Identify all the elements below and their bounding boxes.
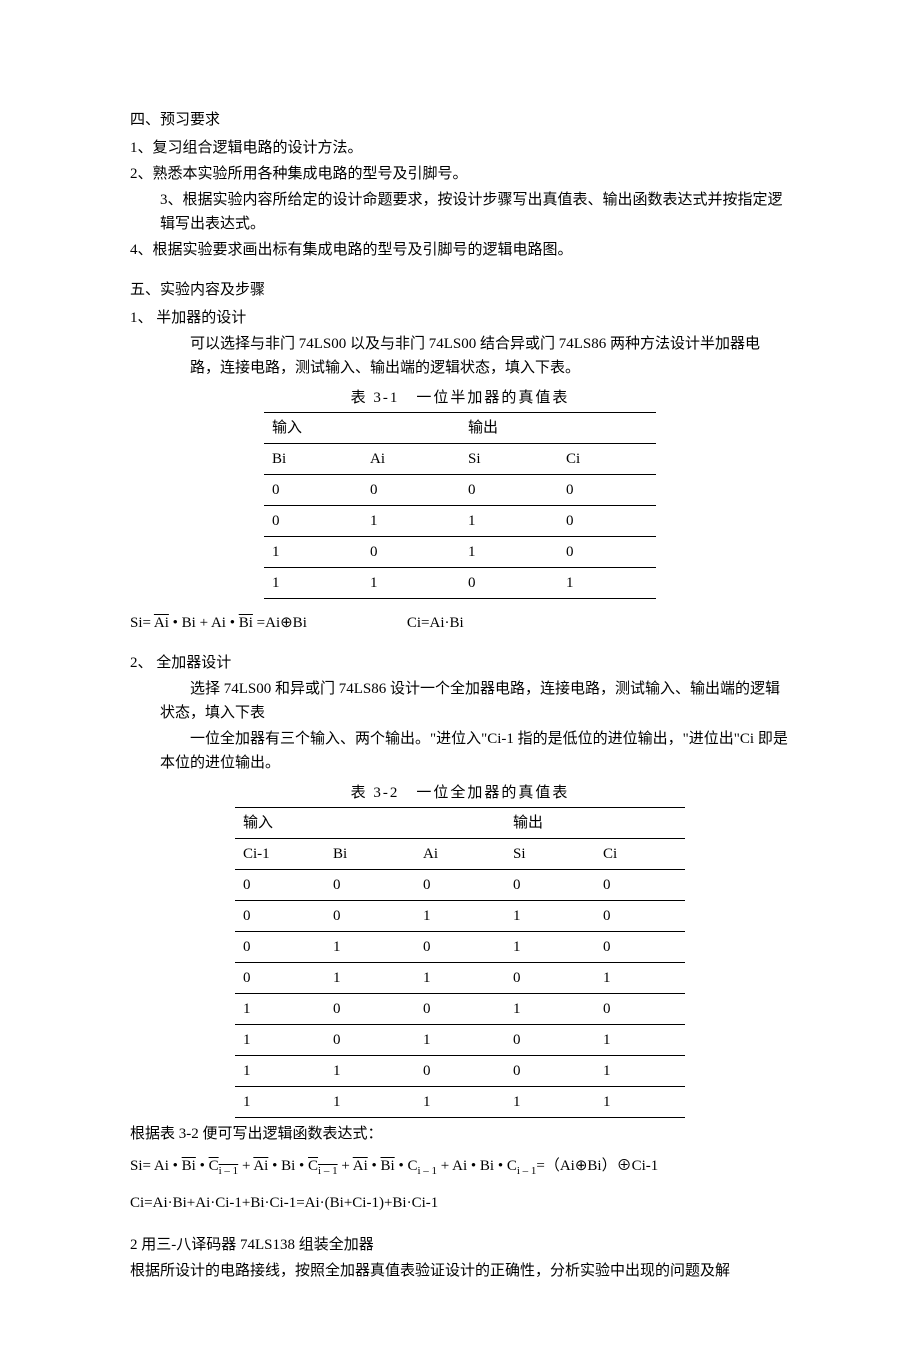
s5-item2-title: 2、 全加器设计 bbox=[130, 651, 790, 675]
s5-item2-desc1: 选择 74LS00 和异或门 74LS86 设计一个全加器电路，连接电路，测试输… bbox=[160, 677, 790, 725]
table-3-2-caption: 表 3-2 一位全加器的真值表 bbox=[130, 781, 790, 805]
table-3-2: 输入输出Ci-1BiAiSiCi000000011001010011011001… bbox=[235, 807, 685, 1118]
s5-item1-desc: 可以选择与非门 74LS00 以及与非门 74LS00 结合异或门 74LS86… bbox=[190, 332, 790, 380]
s4-item-4: 4、根据实验要求画出标有集成电路的型号及引脚号的逻辑电路图。 bbox=[130, 238, 790, 262]
s4-item-2: 2、熟悉本实验所用各种集成电路的型号及引脚号。 bbox=[130, 162, 790, 186]
s5-item3-desc: 根据所设计的电路接线，按照全加器真值表验证设计的正确性，分析实验中出现的问题及解 bbox=[130, 1259, 790, 1283]
table-3-1-caption: 表 3-1 一位半加器的真值表 bbox=[130, 386, 790, 410]
section-5-heading: 五、实验内容及步骤 bbox=[130, 278, 790, 302]
formula-ci-half: Ci=Ai·Bi bbox=[407, 611, 464, 635]
formula-si-half: Si= Ai • Bi + Ai • Bi =Ai⊕Bi bbox=[130, 611, 307, 635]
s5-item3-title: 2 用三-八译码器 74LS138 组装全加器 bbox=[130, 1233, 790, 1257]
formula-ci-full: Ci=Ai·Bi+Ai·Ci-1+Bi·Ci-1=Ai·(Bi+Ci-1)+Bi… bbox=[130, 1191, 790, 1215]
s4-item-1: 1、复习组合逻辑电路的设计方法。 bbox=[130, 136, 790, 160]
s5-item2-desc2: 一位全加器有三个输入、两个输出。"进位入"Ci-1 指的是低位的进位输出，"进位… bbox=[160, 727, 790, 775]
s5-item1-title: 1、 半加器的设计 bbox=[130, 306, 790, 330]
section-4-heading: 四、预习要求 bbox=[130, 108, 790, 132]
formula-si-full: Si= Ai • Bi • Ci – 1 + Ai • Bi • Ci – 1 … bbox=[130, 1154, 790, 1181]
s4-item-3: 3、根据实验内容所给定的设计命题要求，按设计步骤写出真值表、输出函数表达式并按指… bbox=[160, 188, 790, 236]
after-table32: 根据表 3-2 便可写出逻辑函数表达式： bbox=[130, 1122, 790, 1146]
table-3-1: 输入输出BiAiSiCi0000011010101101 bbox=[264, 412, 656, 599]
